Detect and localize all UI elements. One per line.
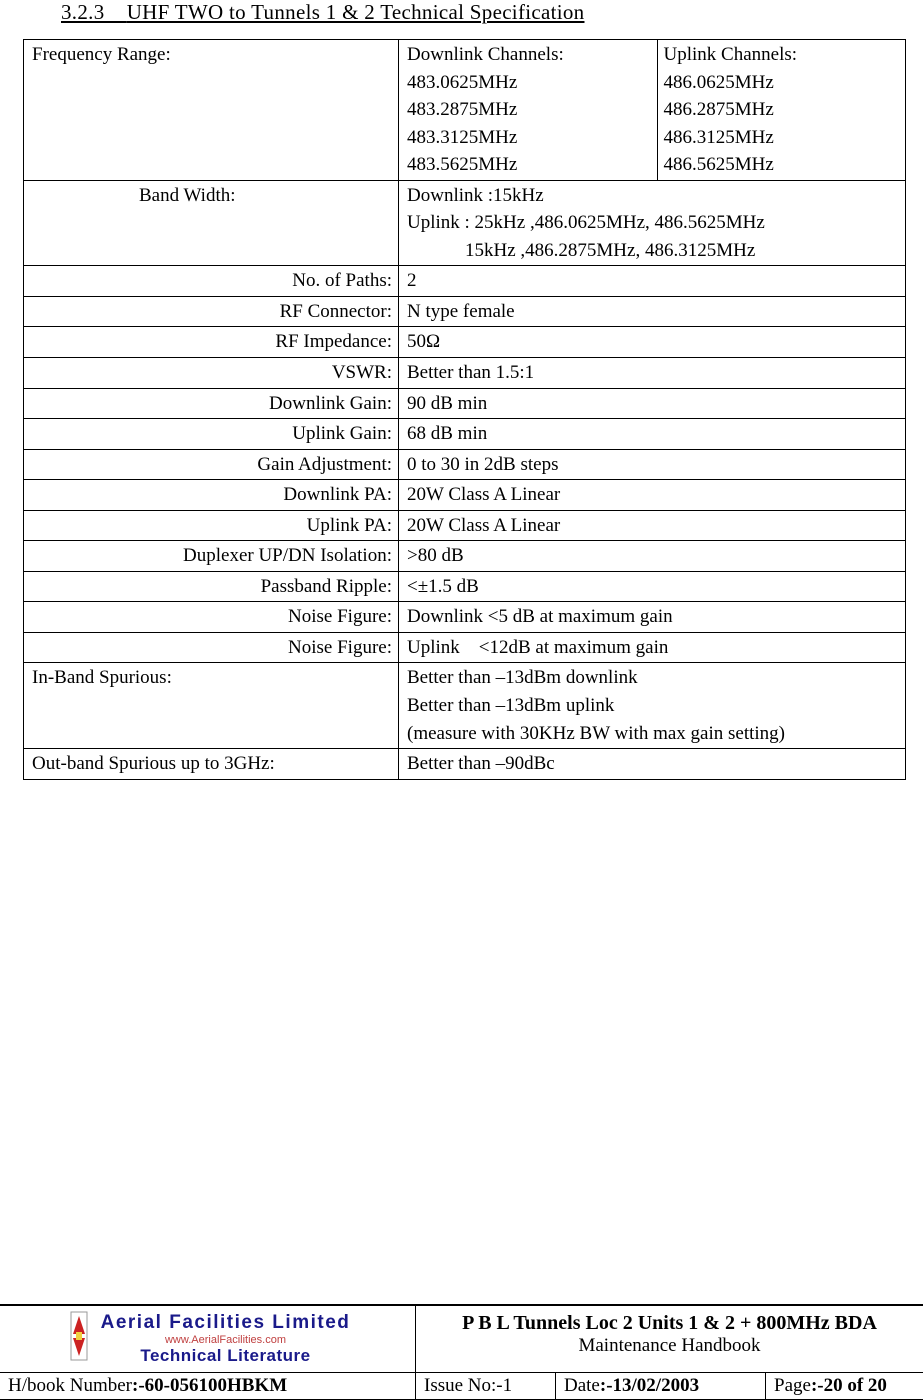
page-footer: Aerial Facilities Limited www.AerialFaci…	[0, 1304, 923, 1400]
band-width-line1: Downlink :15kHz	[407, 182, 899, 210]
uplink-gain-label: Uplink Gain:	[24, 419, 399, 450]
footer-doc-subtitle: Maintenance Handbook	[424, 1335, 915, 1357]
uplink-ch-3: 486.3125MHz	[664, 124, 906, 152]
uplink-pa-label: Uplink PA:	[24, 510, 399, 541]
date-label: Date	[564, 1375, 600, 1396]
downlink-ch-2: 483.2875MHz	[407, 96, 649, 124]
issue-value: 1	[503, 1375, 513, 1396]
table-row: Passband Ripple: <±1.5 dB	[24, 571, 906, 602]
inband-spurious-line2: Better than –13dBm uplink	[407, 692, 899, 720]
noise-figure-ul-label: Noise Figure:	[24, 632, 399, 663]
noise-figure-dl-label: Noise Figure:	[24, 602, 399, 633]
downlink-ch-3: 483.3125MHz	[407, 124, 649, 152]
table-row: Uplink Gain: 68 dB min	[24, 419, 906, 450]
table-row: RF Impedance: 50Ω	[24, 327, 906, 358]
hbook-value: :-60-056100HBKM	[132, 1375, 287, 1396]
rf-impedance-label: RF Impedance:	[24, 327, 399, 358]
uplink-ch-2: 486.2875MHz	[664, 96, 906, 124]
table-row: Frequency Range: Downlink Channels: 483.…	[24, 40, 906, 181]
noise-figure-dl-value: Downlink <5 dB at maximum gain	[399, 602, 906, 633]
hbook-label: H/book Number	[8, 1375, 132, 1396]
rf-impedance-value: 50Ω	[399, 327, 906, 358]
table-row: Downlink Gain: 90 dB min	[24, 388, 906, 419]
outband-spurious-value: Better than –90dBc	[399, 749, 906, 780]
inband-spurious-line3: (measure with 30KHz BW with max gain set…	[407, 720, 899, 748]
outband-spurious-label: Out-band Spurious up to 3GHz:	[24, 749, 399, 780]
duplexer-iso-label: Duplexer UP/DN Isolation:	[24, 541, 399, 572]
spec-table: Frequency Range: Downlink Channels: 483.…	[23, 39, 906, 780]
table-row: No. of Paths: 2	[24, 266, 906, 297]
section-number: 3.2.3	[61, 0, 105, 24]
downlink-gain-label: Downlink Gain:	[24, 388, 399, 419]
uplink-ch-4: 486.5625MHz	[664, 151, 906, 179]
inband-spurious-label: In-Band Spurious:	[24, 663, 399, 749]
downlink-pa-value: 20W Class A Linear	[399, 480, 906, 511]
downlink-channels-label: Downlink Channels:	[407, 41, 649, 69]
date-value: :-13/02/2003	[600, 1375, 699, 1396]
downlink-ch-4: 483.5625MHz	[407, 151, 649, 179]
uplink-ch-1: 486.0625MHz	[664, 69, 906, 97]
aerial-logo-icon	[65, 1310, 93, 1368]
passband-ripple-label: Passband Ripple:	[24, 571, 399, 602]
table-row: Noise Figure: Uplink <12dB at maximum ga…	[24, 632, 906, 663]
footer-doc-title: P B L Tunnels Loc 2 Units 1 & 2 + 800MHz…	[424, 1312, 915, 1335]
vswr-label: VSWR:	[24, 358, 399, 389]
downlink-gain-value: 90 dB min	[399, 388, 906, 419]
footer-title-cell: P B L Tunnels Loc 2 Units 1 & 2 + 800MHz…	[416, 1306, 923, 1372]
gain-adjustment-label: Gain Adjustment:	[24, 449, 399, 480]
vswr-value: Better than 1.5:1	[399, 358, 906, 389]
duplexer-iso-value: >80 dB	[399, 541, 906, 572]
rf-connector-label: RF Connector:	[24, 296, 399, 327]
band-width-label: Band Width:	[24, 180, 399, 266]
freq-range-label: Frequency Range:	[24, 40, 399, 181]
footer-page: Page:-20 of 20	[766, 1373, 923, 1399]
logo-tagline: Technical Literature	[101, 1346, 351, 1366]
section-title-text: UHF TWO to Tunnels 1 & 2 Technical Speci…	[127, 0, 585, 24]
table-row: VSWR: Better than 1.5:1	[24, 358, 906, 389]
table-row: RF Connector: N type female	[24, 296, 906, 327]
inband-spurious-line1: Better than –13dBm downlink	[407, 664, 899, 692]
band-width-line3: 15kHz ,486.2875MHz, 486.3125MHz	[407, 237, 899, 265]
table-row: Out-band Spurious up to 3GHz: Better tha…	[24, 749, 906, 780]
passband-ripple-value: <±1.5 dB	[399, 571, 906, 602]
logo-company-name: Aerial Facilities Limited	[101, 1312, 351, 1334]
page-value: :-20 of 20	[811, 1375, 887, 1396]
footer-logo-cell: Aerial Facilities Limited www.AerialFaci…	[0, 1306, 416, 1372]
page-label: Page	[774, 1375, 811, 1396]
issue-label: Issue No:-	[424, 1375, 503, 1396]
table-row: Downlink PA: 20W Class A Linear	[24, 480, 906, 511]
gain-adjustment-value: 0 to 30 in 2dB steps	[399, 449, 906, 480]
uplink-channels-label: Uplink Channels:	[664, 41, 906, 69]
footer-hbook: H/book Number:-60-056100HBKM	[0, 1373, 416, 1399]
noise-figure-ul-value: Uplink <12dB at maximum gain	[399, 632, 906, 663]
footer-issue: Issue No:-1	[416, 1373, 556, 1399]
uplink-gain-value: 68 dB min	[399, 419, 906, 450]
logo-url: www.AerialFacilities.com	[101, 1334, 351, 1346]
downlink-pa-label: Downlink PA:	[24, 480, 399, 511]
table-row: Noise Figure: Downlink <5 dB at maximum …	[24, 602, 906, 633]
table-row: Gain Adjustment: 0 to 30 in 2dB steps	[24, 449, 906, 480]
table-row: In-Band Spurious: Better than –13dBm dow…	[24, 663, 906, 749]
uplink-pa-value: 20W Class A Linear	[399, 510, 906, 541]
table-row: Band Width: Downlink :15kHz Uplink : 25k…	[24, 180, 906, 266]
footer-date: Date:-13/02/2003	[556, 1373, 766, 1399]
no-paths-value: 2	[399, 266, 906, 297]
section-heading: 3.2.3 UHF TWO to Tunnels 1 & 2 Technical…	[61, 0, 898, 25]
rf-connector-value: N type female	[399, 296, 906, 327]
band-width-line2: Uplink : 25kHz ,486.0625MHz, 486.5625MHz	[407, 209, 899, 237]
downlink-ch-1: 483.0625MHz	[407, 69, 649, 97]
table-row: Uplink PA: 20W Class A Linear	[24, 510, 906, 541]
table-row: Duplexer UP/DN Isolation: >80 dB	[24, 541, 906, 572]
no-paths-label: No. of Paths:	[24, 266, 399, 297]
